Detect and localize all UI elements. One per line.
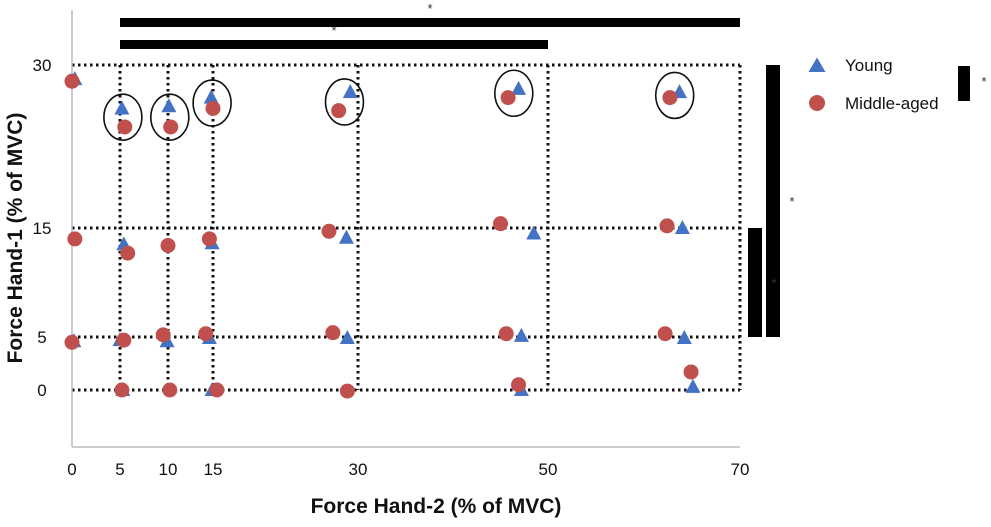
significance-star: *	[789, 194, 794, 209]
middle-aged-point	[116, 332, 132, 348]
middle-aged-point	[321, 223, 337, 239]
significance-star: *	[427, 1, 432, 16]
data-points	[64, 71, 701, 399]
significance-bracket	[958, 66, 970, 101]
middle-aged-point	[657, 326, 673, 342]
y-tick-label: 15	[33, 219, 52, 238]
middle-aged-point	[67, 231, 83, 247]
significance-brackets: * * * * *	[120, 1, 987, 337]
legend-middle-aged-marker	[809, 95, 825, 111]
young-point	[339, 330, 355, 345]
middle-aged-point	[64, 334, 80, 350]
middle-aged-point	[160, 237, 176, 253]
middle-aged-point	[662, 90, 678, 106]
highlight-ellipse	[493, 69, 534, 118]
middle-aged-point	[331, 103, 347, 119]
y-tick-label: 30	[33, 56, 52, 75]
middle-aged-point	[201, 231, 217, 247]
x-tick-label: 15	[204, 460, 223, 479]
highlight-ellipse	[192, 79, 232, 127]
x-tick-label: 30	[349, 460, 368, 479]
highlight-ellipse	[103, 93, 143, 141]
middle-aged-point	[64, 73, 80, 89]
young-point	[511, 80, 527, 95]
middle-aged-point	[117, 119, 133, 135]
middle-aged-point	[339, 383, 355, 399]
highlight-ellipse	[150, 93, 190, 141]
young-point	[161, 98, 177, 113]
middle-aged-point	[683, 364, 699, 380]
young-point	[342, 84, 358, 99]
x-tick-label: 70	[731, 460, 750, 479]
legend-middle-aged-label: Middle-aged	[845, 94, 939, 113]
middle-aged-point	[500, 90, 516, 106]
x-axis-title: Force Hand-2 (% of MVC)	[311, 495, 562, 518]
middle-aged-point	[511, 377, 527, 393]
young-point	[674, 220, 690, 234]
young-point	[685, 378, 701, 393]
middle-aged-point	[659, 218, 675, 234]
significance-star: *	[771, 276, 776, 291]
middle-aged-point	[493, 216, 508, 232]
x-tick-label: 50	[539, 460, 558, 479]
legend: Young Middle-aged	[808, 56, 939, 113]
middle-aged-point	[498, 326, 514, 342]
young-point	[676, 330, 692, 345]
middle-aged-point	[162, 382, 178, 398]
legend-young-marker	[808, 57, 826, 72]
young-point	[526, 225, 542, 240]
middle-aged-point	[163, 119, 179, 135]
middle-aged-point	[209, 382, 225, 398]
y-tick-labels: 30 15 5 0	[33, 56, 52, 400]
middle-aged-point	[325, 325, 341, 341]
young-point	[513, 327, 529, 342]
y-tick-label: 0	[37, 381, 46, 400]
middle-aged-point	[114, 382, 130, 398]
grid-lines	[72, 63, 742, 392]
middle-aged-point	[198, 326, 214, 342]
significance-star: *	[981, 74, 986, 89]
highlight-ellipse	[324, 78, 365, 126]
young-point	[203, 89, 219, 104]
significance-bracket	[748, 228, 762, 337]
x-tick-labels: 0 5 10 15 30 50 70	[67, 460, 749, 479]
young-point	[114, 100, 130, 115]
x-tick-label: 5	[115, 460, 124, 479]
significance-bracket	[766, 65, 780, 337]
axes	[71, 10, 740, 448]
y-axis-title: Force Hand-1 (% of MVC)	[4, 113, 27, 364]
middle-aged-point	[155, 327, 171, 343]
middle-aged-point	[205, 100, 221, 116]
highlight-ellipses	[103, 69, 695, 141]
middle-aged-point	[120, 245, 136, 261]
significance-bracket	[120, 18, 740, 27]
y-tick-label: 5	[37, 328, 46, 347]
highlight-ellipse	[654, 71, 695, 120]
x-tick-label: 0	[67, 460, 76, 479]
x-tick-label: 10	[159, 460, 178, 479]
young-point	[338, 229, 354, 244]
significance-bracket	[120, 40, 548, 49]
legend-young-label: Young	[845, 56, 893, 75]
significance-star: *	[331, 23, 336, 38]
